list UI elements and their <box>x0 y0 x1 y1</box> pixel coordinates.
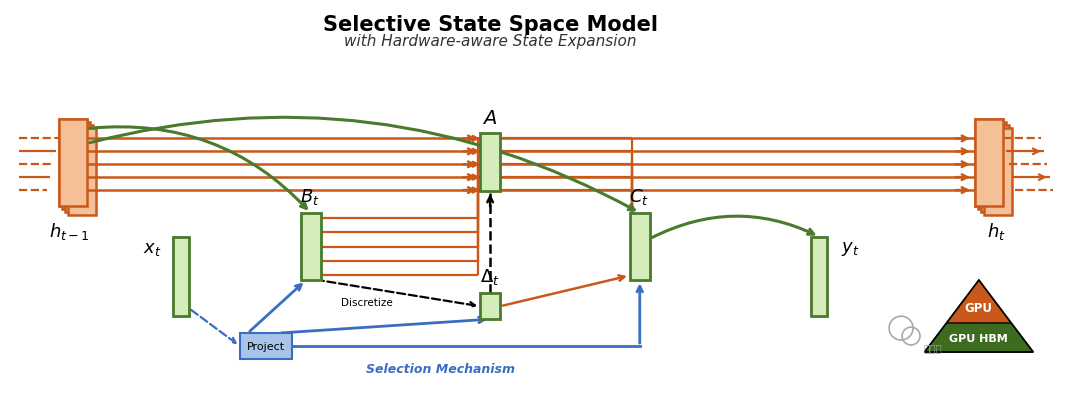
Text: Discretize: Discretize <box>340 298 392 308</box>
Bar <box>63 122 90 209</box>
Bar <box>977 122 1005 209</box>
Bar <box>59 119 87 207</box>
Text: GPU HBM: GPU HBM <box>949 334 1009 344</box>
Text: with Hardware-aware State Expansion: with Hardware-aware State Expansion <box>343 34 636 49</box>
Text: Selective State Space Model: Selective State Space Model <box>323 15 658 35</box>
Bar <box>68 128 96 215</box>
Bar <box>481 134 500 192</box>
Text: $h_t$: $h_t$ <box>987 220 1007 241</box>
Bar <box>984 128 1012 215</box>
Bar <box>173 237 189 316</box>
Bar <box>65 125 93 213</box>
Polygon shape <box>924 323 1034 352</box>
Text: Selection Mechanism: Selection Mechanism <box>366 362 515 375</box>
Text: $h_{t-1}$: $h_{t-1}$ <box>49 220 90 241</box>
Text: $x_t$: $x_t$ <box>143 239 161 257</box>
Bar <box>59 119 87 207</box>
Text: $y_t$: $y_t$ <box>841 239 860 257</box>
Bar <box>981 125 1009 213</box>
Bar <box>481 294 500 319</box>
Bar <box>300 213 321 281</box>
Bar <box>975 119 1003 207</box>
Text: $C_t$: $C_t$ <box>629 186 649 207</box>
Bar <box>240 333 292 359</box>
Text: 新智元: 新智元 <box>923 342 942 352</box>
Text: Project: Project <box>246 341 285 351</box>
Text: A: A <box>484 108 497 127</box>
Text: $\Delta_t$: $\Delta_t$ <box>481 267 500 287</box>
Text: GPU: GPU <box>964 301 993 314</box>
Bar <box>811 237 827 316</box>
Bar <box>975 119 1003 207</box>
Polygon shape <box>947 280 1011 323</box>
Text: $B_t$: $B_t$ <box>300 186 320 207</box>
Bar <box>630 213 650 281</box>
